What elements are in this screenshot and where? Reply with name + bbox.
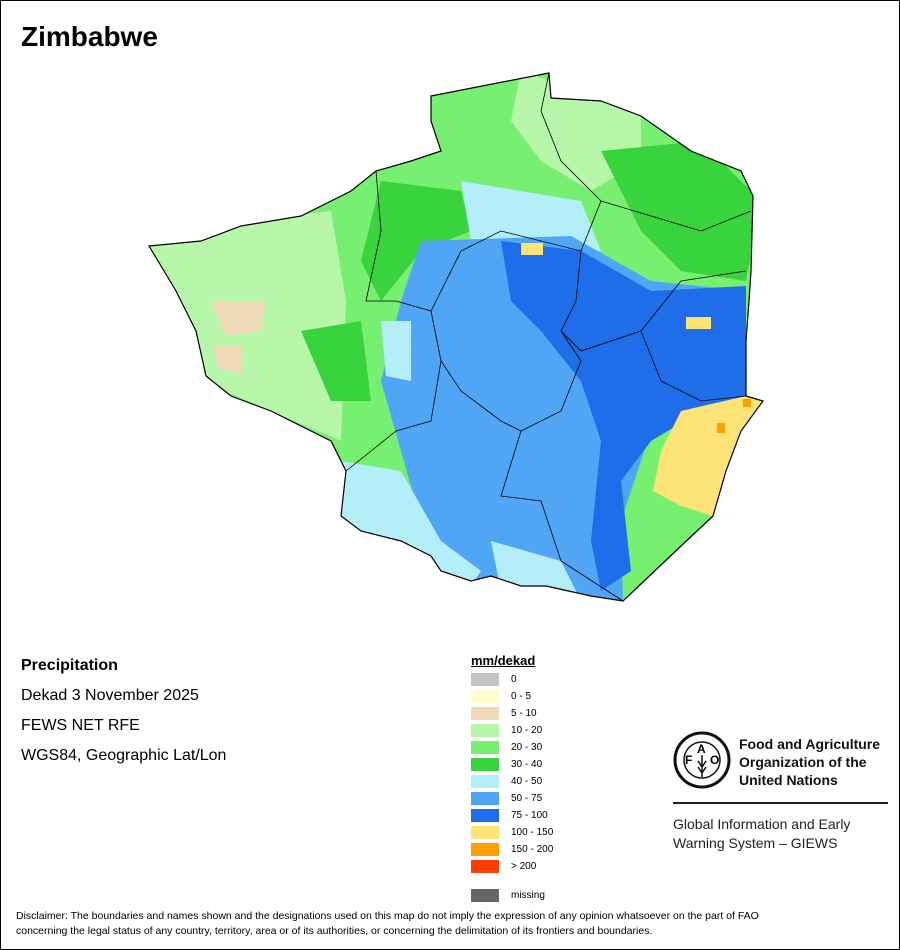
legend-item: 0 - 5 (471, 688, 553, 705)
giews-name: Global Information and Early Warning Sys… (673, 815, 850, 853)
legend-swatch (471, 673, 499, 686)
legend-label: missing (511, 890, 545, 901)
rain-40-50-south (336, 461, 481, 586)
rain-100-150-patch (521, 243, 543, 255)
legend-item: 50 - 75 (471, 790, 553, 807)
legend-label: 150 - 200 (511, 844, 554, 855)
legend-swatch (471, 775, 499, 788)
legend-title: mm/dekad (471, 653, 536, 668)
fao-logo-icon: F A O (673, 731, 731, 789)
legend-swatch (471, 758, 499, 771)
legend-item: 10 - 20 (471, 722, 553, 739)
legend-swatch (471, 690, 499, 703)
rain-30-40-northeast (601, 141, 761, 281)
legend-label: > 200 (511, 861, 537, 872)
legend-label: 50 - 75 (511, 793, 543, 804)
legend-swatch (471, 707, 499, 720)
legend-item: 100 - 150 (471, 824, 553, 841)
province-boundaries (345, 72, 752, 602)
legend-swatch (471, 741, 499, 754)
legend-label: 30 - 40 (511, 759, 543, 770)
legend-item: 150 - 200 (471, 841, 553, 858)
divider (673, 802, 888, 804)
disclaimer-line: Disclaimer: The boundaries and names sho… (16, 910, 759, 922)
legend-item: 75 - 100 (471, 807, 553, 824)
svg-text:A: A (697, 742, 706, 756)
svg-text:O: O (710, 753, 719, 767)
rain-40-50-west (381, 321, 411, 381)
fao-name-line: Food and Agriculture (739, 736, 881, 752)
rain-5-10-patch (211, 301, 266, 336)
rain-150-200-patch (743, 399, 751, 407)
legend-label: 0 - 5 (511, 691, 532, 702)
legend-swatch (471, 889, 499, 902)
projection-label: WGS84, Geographic Lat/Lon (21, 747, 227, 764)
rain-100-150-patch (686, 317, 711, 329)
fao-name-line: Organization of the (739, 754, 867, 770)
legend-label: 75 - 100 (511, 810, 548, 821)
legend-swatch (471, 724, 499, 737)
legend-item: 20 - 30 (471, 739, 553, 756)
disclaimer: Disclaimer: The boundaries and names sho… (16, 909, 891, 939)
legend-label: 20 - 30 (511, 742, 543, 753)
variable-label: Precipitation (21, 657, 118, 674)
legend-item: 0 (471, 671, 553, 688)
map-title: Zimbabwe (21, 21, 158, 52)
fao-name: Food and Agriculture Organization of the… (739, 735, 880, 789)
legend-item: 30 - 40 (471, 756, 553, 773)
legend-swatch (471, 843, 499, 856)
country-border (147, 72, 764, 602)
legend-item: 40 - 50 (471, 773, 553, 790)
legend-label: 10 - 20 (511, 725, 543, 736)
legend-swatch (471, 860, 499, 873)
giews-line: Warning System – GIEWS (673, 835, 838, 851)
legend-item: 5 - 10 (471, 705, 553, 722)
fao-name-line: United Nations (739, 772, 838, 788)
period-label: Dekad 3 November 2025 (21, 687, 199, 704)
legend-item: > 200 (471, 858, 553, 875)
map-info: Precipitation Dekad 3 November 2025 FEWS… (21, 657, 226, 777)
legend-label: 100 - 150 (511, 827, 554, 838)
rain-5-10-patch (213, 346, 243, 373)
legend-label: 40 - 50 (511, 776, 543, 787)
svg-text:F: F (685, 753, 692, 767)
giews-line: Global Information and Early (673, 816, 851, 832)
rain-30-40-west (301, 321, 371, 401)
rain-30-40-area (361, 181, 471, 301)
legend-label: 0 (511, 674, 517, 685)
legend-label: 5 - 10 (511, 708, 537, 719)
legend-swatch (471, 792, 499, 805)
disclaimer-line: concerning the legal status of any count… (16, 925, 653, 937)
legend-swatch (471, 826, 499, 839)
legend: mm/dekad 0 0 - 5 5 - 10 10 - 20 20 - 30 30 - … (471, 653, 553, 904)
rain-150-200-patch (717, 423, 725, 433)
legend-swatch (471, 809, 499, 822)
rain-100-150-southeast (653, 396, 763, 516)
legend-item-missing: missing (471, 887, 553, 904)
source-label: FEWS NET RFE (21, 717, 140, 734)
